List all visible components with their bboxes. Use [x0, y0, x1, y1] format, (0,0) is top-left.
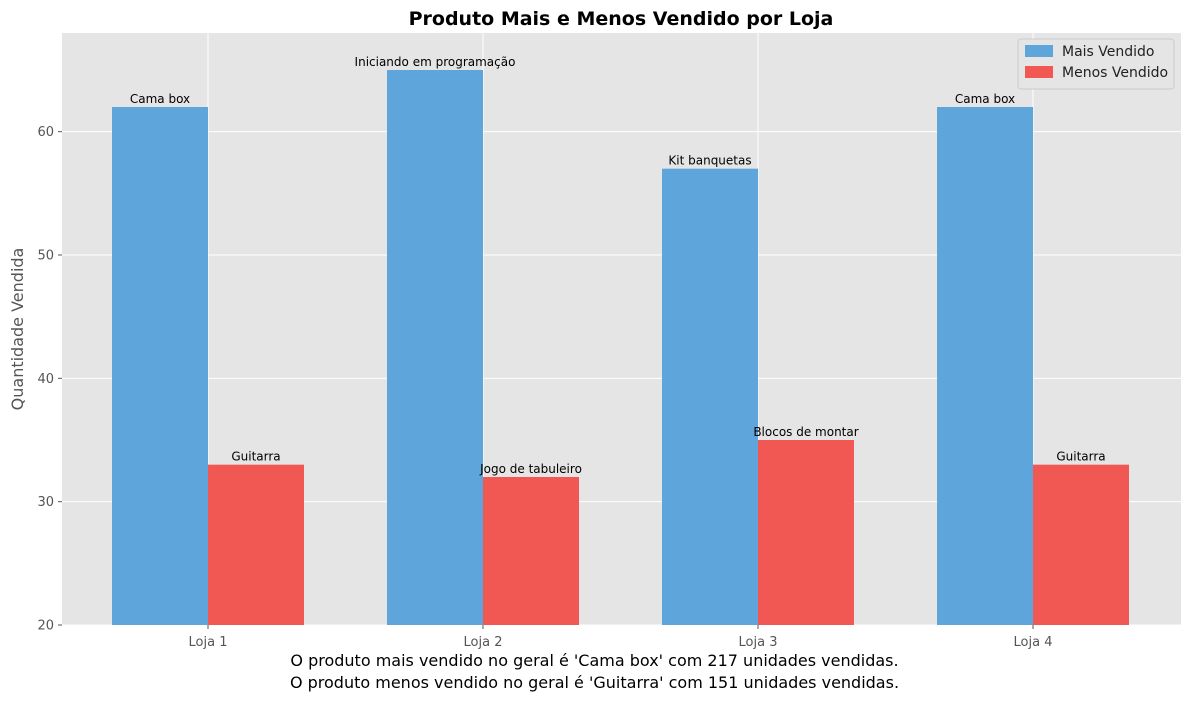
y-tick-label: 40	[37, 372, 54, 387]
bar-data-label: Iniciando em programação	[355, 55, 516, 69]
bar-data-label: Guitarra	[1056, 450, 1105, 464]
bar-data-label: Cama box	[955, 92, 1015, 106]
x-tick-label: Loja 1	[189, 635, 228, 650]
bar-labels-group: Cama box Iniciando em programação Kit banq…	[130, 55, 1106, 476]
x-axis-ticks: Loja 1 Loja 2 Loja 3 Loja 4	[189, 625, 1053, 650]
y-tick-label: 60	[37, 125, 54, 140]
bars-group	[112, 70, 1129, 625]
y-axis-ticks: 20 30 40 50 60	[37, 125, 62, 634]
bar-data-label: Jogo de tabuleiro	[479, 462, 582, 476]
bar-menos-vendido	[483, 477, 579, 625]
y-tick-label: 20	[37, 619, 54, 634]
legend-label: Mais Vendido	[1062, 44, 1155, 60]
legend: Mais Vendido Menos Vendido	[1017, 38, 1175, 90]
bar-data-label: Guitarra	[231, 450, 280, 464]
bar-data-label: Kit banquetas	[668, 154, 751, 168]
bar-menos-vendido	[758, 440, 854, 625]
legend-swatch	[1025, 66, 1053, 78]
y-axis-label: Quantidade Vendida	[8, 248, 27, 411]
legend-swatch	[1025, 45, 1053, 57]
bar-menos-vendido	[208, 464, 304, 625]
bar-data-label: Cama box	[130, 92, 190, 106]
y-tick-label: 30	[37, 495, 54, 510]
x-tick-label: Loja 2	[464, 635, 503, 650]
caption-least-sold: O produto menos vendido no geral é 'Guit…	[289, 673, 900, 692]
bar-mais-vendido	[112, 107, 208, 625]
x-tick-label: Loja 4	[1014, 635, 1053, 650]
legend-box	[1017, 38, 1175, 90]
caption-most-sold: O produto mais vendido no geral é 'Cama …	[290, 651, 899, 670]
bar-mais-vendido	[387, 70, 483, 625]
x-tick-label: Loja 3	[739, 635, 778, 650]
bar-data-label: Blocos de montar	[753, 425, 858, 439]
y-tick-label: 50	[37, 249, 54, 264]
legend-label: Menos Vendido	[1062, 65, 1168, 81]
bar-mais-vendido	[937, 107, 1033, 625]
chart-title: Produto Mais e Menos Vendido por Loja	[409, 8, 834, 30]
bar-menos-vendido	[1033, 464, 1129, 625]
bar-mais-vendido	[662, 168, 758, 625]
